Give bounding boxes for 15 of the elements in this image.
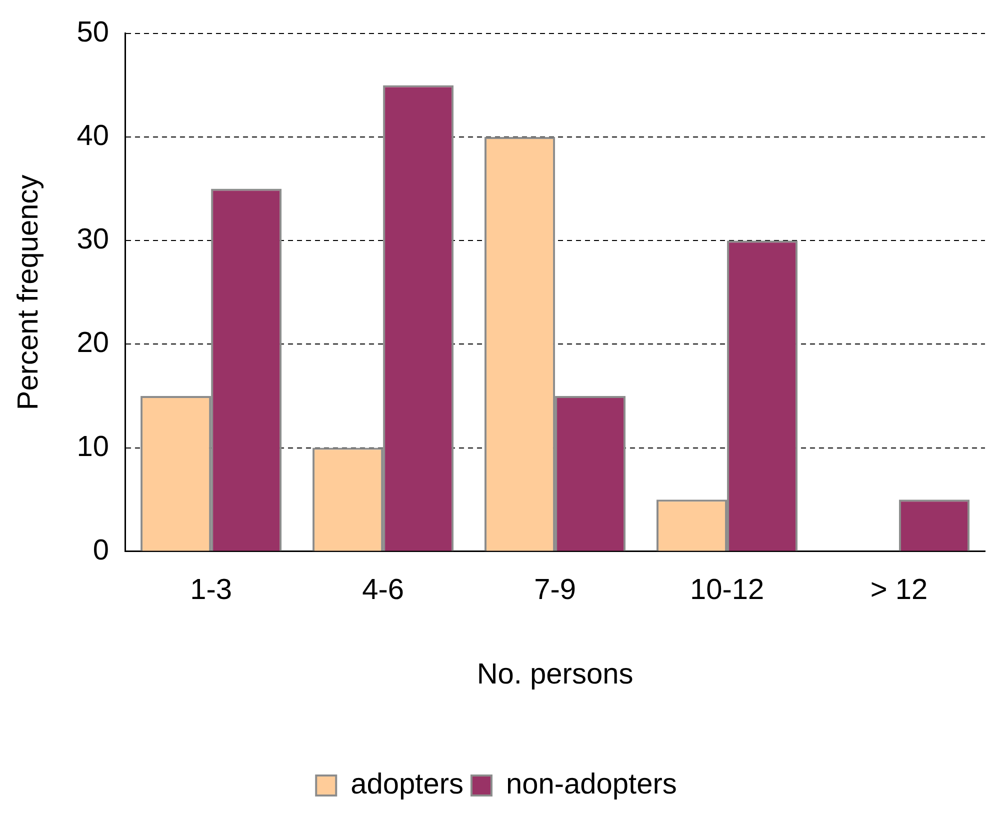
legend-label: non-adopters <box>506 768 677 800</box>
y-tick-label: 50 <box>76 16 110 48</box>
x-tick-label: 1-3 <box>190 574 232 606</box>
y-tick-label: 40 <box>76 120 110 152</box>
x-tick-label: > 12 <box>870 574 928 606</box>
x-tick-label: 10-12 <box>690 574 764 606</box>
y-tick-label: 20 <box>76 327 110 360</box>
y-tick-label: 30 <box>76 224 110 256</box>
y-axis-title: Percent frequency <box>12 174 44 410</box>
x-tick-label: 7-9 <box>534 574 576 606</box>
x-axis-title: No. persons <box>476 658 634 691</box>
y-tick-label: 10 <box>76 430 110 463</box>
y-tick-label: 0 <box>92 534 110 566</box>
legend-label: adopters <box>350 768 464 800</box>
x-tick-label: 4-6 <box>362 574 404 606</box>
